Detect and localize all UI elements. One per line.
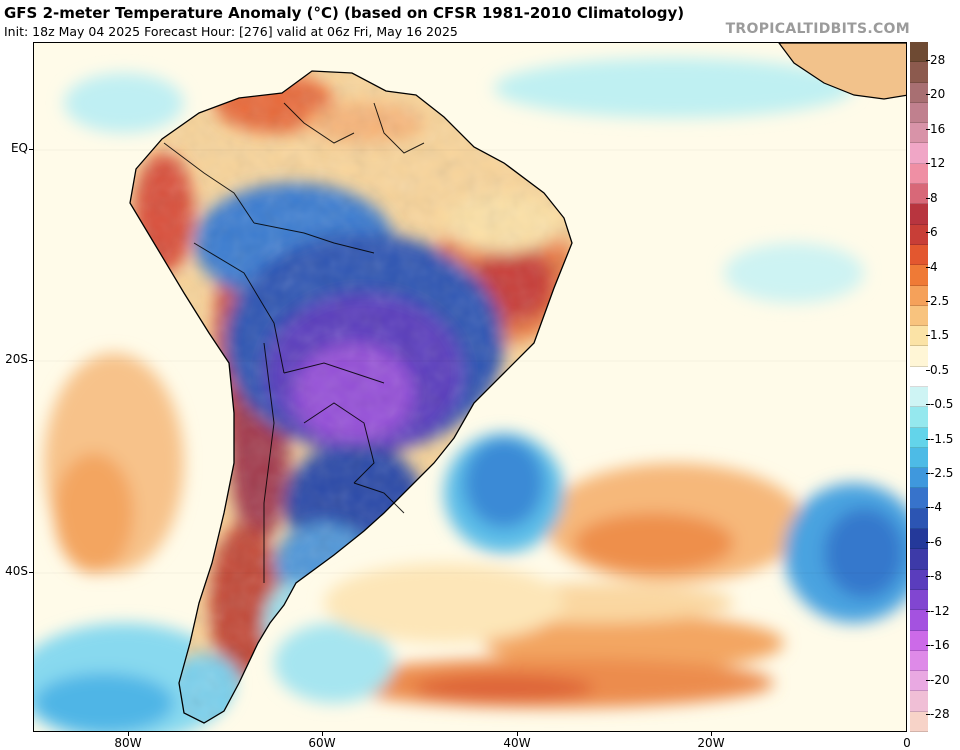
colorbar-swatch <box>910 529 928 550</box>
colorbar-swatch <box>910 610 928 631</box>
colorbar-swatch <box>910 671 928 692</box>
colorbar-label: 2.5 <box>930 293 950 308</box>
colorbar-swatch <box>910 62 928 83</box>
colorbar-swatch <box>910 691 928 712</box>
colorbar-swatch <box>910 589 928 611</box>
colorbar-swatch <box>910 508 928 530</box>
lon-label-0: 0 <box>903 736 911 750</box>
colorbar-tick <box>926 369 930 371</box>
lat-label-40s: 40S <box>5 564 28 578</box>
lat-label-20s: 20S <box>5 352 28 366</box>
colorbar-swatch <box>910 468 928 489</box>
colorbar-tick <box>926 473 930 475</box>
map-title: GFS 2-meter Temperature Anomaly (°C) (ba… <box>4 4 685 22</box>
colorbar-label: 28 <box>930 53 946 67</box>
lon-label-80w: 80W <box>114 736 142 750</box>
colorbar-label: -16 <box>930 638 950 653</box>
lat-tick <box>29 572 33 573</box>
colorbar-tick <box>926 128 930 130</box>
colorbar-swatch <box>910 569 928 590</box>
colorbar-swatch <box>910 265 928 286</box>
colorbar-tick <box>926 94 930 96</box>
colorbar-legend: 28 20 16 12 8 6 4 2.5 1.5 0.5 -0.5 -1.5 -2.5 -4 -6 -8 -1… <box>908 42 960 732</box>
colorbar-label: -28 <box>930 707 950 721</box>
colorbar-tick <box>926 163 930 165</box>
lat-tick <box>29 149 33 150</box>
colorbar-swatch <box>910 224 928 245</box>
colorbar-swatch <box>910 326 928 347</box>
colorbar-label: -20 <box>930 672 950 687</box>
colorbar-label: 8 <box>930 190 938 205</box>
africa-coast <box>778 43 906 100</box>
colorbar-label: -2.5 <box>930 466 954 481</box>
colorbar-tick <box>926 266 930 268</box>
colorbar-tick <box>926 300 930 302</box>
colorbar-swatch <box>910 102 928 124</box>
lat-label-eq: EQ <box>10 141 28 155</box>
colorbar-tick <box>926 541 930 543</box>
colorbar-tick <box>926 507 930 509</box>
colorbar-label: 20 <box>930 87 946 102</box>
colorbar-label: 0.5 <box>930 362 950 377</box>
ocean-anomalies <box>34 58 906 731</box>
lon-tick <box>128 732 129 736</box>
colorbar-swatch <box>910 650 928 672</box>
colorbar-tick <box>926 576 930 578</box>
colorbar-label: -1.5 <box>930 431 954 446</box>
colorbar-swatch <box>910 184 928 205</box>
site-credit: TROPICALTIDBITS.COM <box>725 21 910 37</box>
forecast-info: Init: 18z May 04 2025 Forecast Hour: [27… <box>4 24 458 39</box>
colorbar-swatch <box>910 82 928 103</box>
colorbar-swatch <box>910 630 928 651</box>
lon-label-60w: 60W <box>308 736 336 750</box>
lon-label-20w: 20W <box>697 736 725 750</box>
colorbar-tick <box>926 645 930 647</box>
colorbar-label: 4 <box>930 259 938 274</box>
colorbar-label: 16 <box>930 121 946 136</box>
colorbar-swatch <box>910 143 928 164</box>
colorbar-swatch <box>910 123 928 144</box>
lon-tick <box>517 732 518 736</box>
colorbar-swatch <box>910 488 928 509</box>
lon-tick <box>711 732 712 736</box>
colorbar-tick <box>926 610 930 612</box>
colorbar-swatch <box>910 163 928 185</box>
anomaly-map[interactable] <box>33 42 907 732</box>
lat-tick <box>29 360 33 361</box>
colorbar-tick <box>926 232 930 234</box>
lon-label-40w: 40W <box>503 736 531 750</box>
colorbar-swatch <box>910 427 928 448</box>
colorbar-swatch <box>910 407 928 428</box>
colorbar-swatch <box>910 204 928 225</box>
country-borders <box>163 102 425 583</box>
anomaly-map-canvas <box>34 43 906 731</box>
colorbar-label: 12 <box>930 156 946 171</box>
colorbar-swatch <box>910 346 928 367</box>
colorbar-label: -8 <box>930 569 942 584</box>
colorbar-swatch <box>910 711 928 732</box>
colorbar-swatch <box>910 285 928 306</box>
colorbar-tick <box>926 679 930 681</box>
colorbar-swatch <box>910 387 928 408</box>
colorbar-label: 6 <box>930 225 938 240</box>
colorbar-label: -4 <box>930 500 942 515</box>
colorbar-swatch <box>910 366 928 387</box>
colorbar-label: -0.5 <box>930 397 954 412</box>
colorbar-swatch <box>910 549 928 570</box>
colorbar-swatch <box>910 244 928 266</box>
colorbar-label: 1.5 <box>930 328 950 343</box>
graticule <box>34 149 906 574</box>
colorbar-tick <box>926 404 930 406</box>
lon-tick <box>322 732 323 736</box>
colorbar-tick <box>926 438 930 440</box>
colorbar-tick <box>926 335 930 337</box>
colorbar-label: -6 <box>930 534 942 549</box>
colorbar-swatch <box>910 305 928 327</box>
colorbar-tick <box>926 714 930 715</box>
colorbar-tick <box>926 197 930 199</box>
colorbar-label: -12 <box>930 603 950 618</box>
colorbar-swatch <box>910 42 928 63</box>
colorbar-swatch <box>910 447 928 469</box>
colorbar-tick <box>926 60 930 61</box>
